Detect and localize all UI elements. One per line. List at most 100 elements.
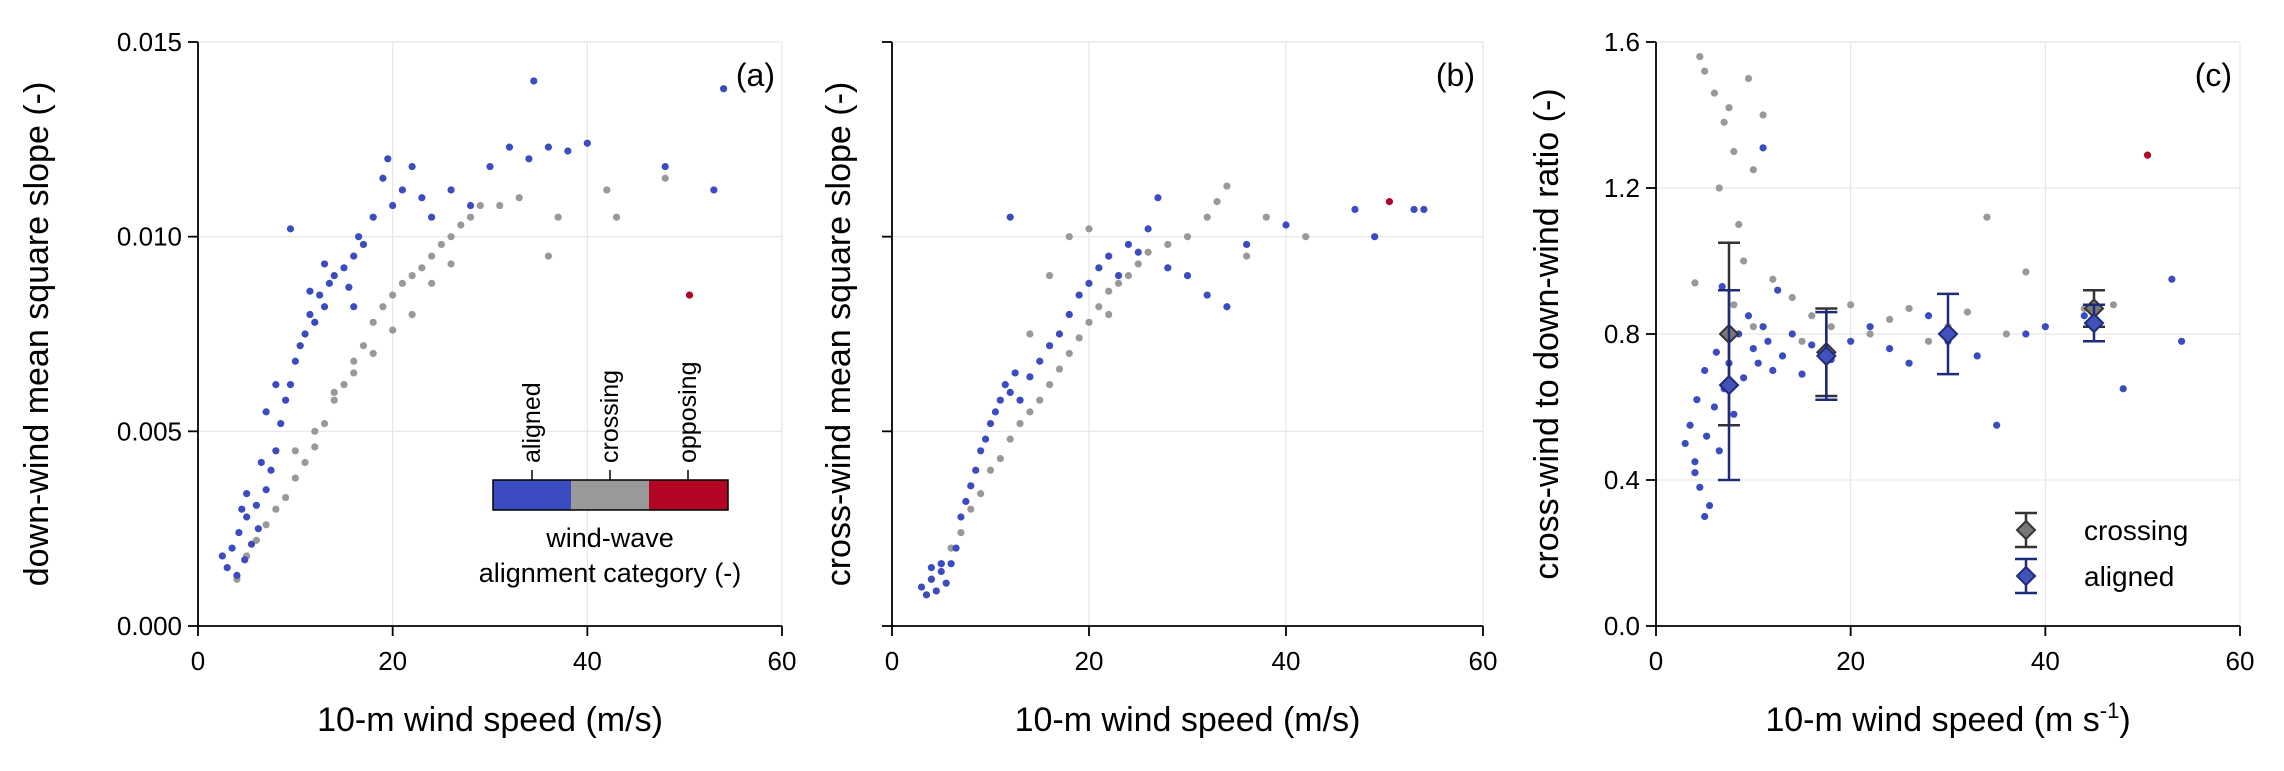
scatter-point-aligned — [1371, 233, 1379, 241]
panel-c: 0 20 40 60 0.0 0.4 0.8 1.2 1.6 10-m wind speed (m… — [1528, 27, 2254, 739]
scatter-point-crossing — [1715, 184, 1723, 192]
scatter-point-aligned — [1686, 421, 1694, 429]
x-axis-label: 10-m wind speed (m/s) — [1015, 701, 1361, 739]
scatter-point-aligned — [1223, 303, 1231, 311]
scatter-point-aligned — [1808, 341, 1816, 349]
scatter-point-aligned — [1740, 374, 1748, 382]
panel-label: (c) — [2195, 57, 2232, 93]
x-tick-label: 20 — [1075, 646, 1104, 676]
x-tick-label: 0 — [191, 646, 205, 676]
scatter-point-aligned — [530, 77, 538, 85]
y-tick-label: 1.6 — [1604, 27, 1640, 57]
scatter-point-crossing — [1006, 435, 1014, 443]
scatter-point-crossing — [1924, 337, 1933, 345]
scatter-point-aligned — [710, 186, 718, 194]
scatter-point-crossing — [1302, 233, 1310, 241]
scatter-point-crossing — [1144, 248, 1152, 256]
scatter-point-crossing — [1134, 260, 1142, 268]
scatter-point-aligned — [241, 556, 249, 564]
scatter-point-crossing — [1065, 233, 1073, 241]
scatter-point-aligned — [1691, 469, 1699, 477]
scatter-point-crossing — [1095, 303, 1103, 311]
scatter-point-crossing — [1026, 330, 1034, 338]
scatter-point-aligned — [311, 318, 319, 326]
scatter-point-crossing — [661, 174, 669, 182]
scatter-point-aligned — [1065, 310, 1073, 319]
scatter-point-crossing — [1085, 318, 1093, 326]
x-tick-label: 40 — [573, 646, 602, 676]
scatter-point-crossing — [320, 419, 329, 428]
scatter-point-aligned — [1203, 291, 1211, 299]
scatter-point-aligned — [1055, 330, 1064, 338]
scatter-point-aligned — [505, 143, 514, 151]
scatter-point-crossing — [1085, 225, 1093, 233]
scatter-point-aligned — [1016, 396, 1024, 404]
scatter-point-aligned — [937, 560, 945, 568]
scatter-point-aligned — [1681, 439, 1689, 448]
legend-label-crossing: crossing — [2084, 515, 2188, 546]
scatter-point-crossing — [1105, 287, 1113, 295]
x-axis-label: 10-m wind speed (m/s) — [317, 701, 663, 739]
scatter-point-aligned — [1749, 345, 1757, 353]
scatter-point-aligned — [1718, 282, 1726, 291]
scatter-point-aligned — [1924, 312, 1933, 320]
scatter-point-aligned — [661, 162, 669, 171]
scatter-point-aligned — [228, 544, 236, 552]
scatter-point-aligned — [262, 486, 270, 494]
scatter-point-crossing — [1905, 304, 1913, 313]
scatter-point-aligned — [1759, 323, 1767, 331]
scatter-point-crossing — [1749, 166, 1757, 174]
y-axis-label: cross-wind to down-wind ratio (-) — [1528, 88, 1566, 579]
scatter-point-aligned — [1798, 370, 1806, 378]
x-tick-label: 20 — [378, 646, 407, 676]
scatter-point-aligned — [1134, 248, 1142, 256]
scatter-point-aligned — [1886, 345, 1894, 353]
panel-a: 0 20 40 60 0.000 0.005 0.010 0.015 10-m wind spe… — [18, 27, 796, 739]
scatter-point-aligned — [2168, 275, 2176, 283]
scatter-point-aligned — [320, 260, 329, 268]
scatter-point-aligned — [355, 233, 363, 241]
scatter-point-aligned — [1114, 272, 1123, 280]
scatter-point-aligned — [972, 466, 980, 474]
y-tick-label: 0.8 — [1604, 319, 1640, 349]
scatter-point-crossing — [330, 388, 338, 396]
scatter-point-crossing — [1124, 272, 1132, 280]
scatter-point-crossing — [1026, 408, 1034, 416]
scatter-point-crossing — [1105, 310, 1113, 319]
scatter-point-crossing — [457, 221, 465, 229]
scatter-point-crossing — [350, 357, 358, 365]
scatter-point-aligned — [1774, 286, 1782, 294]
scatter-point-crossing — [1075, 334, 1083, 342]
scatter-point-aligned — [1144, 225, 1152, 233]
scatter-point-crossing — [967, 505, 975, 513]
y-tick-label: 0.4 — [1604, 465, 1640, 495]
scatter-point-aligned — [1026, 373, 1034, 381]
scatter-point-crossing — [1046, 381, 1054, 389]
scatter-point-aligned — [466, 201, 475, 210]
scatter-point-aligned — [1866, 323, 1874, 331]
scatter-point-aligned — [252, 501, 260, 509]
scatter-point-aligned — [1701, 512, 1709, 521]
scatter-point-aligned — [720, 85, 728, 93]
colorbar-tick-label-aligned: aligned — [518, 382, 546, 463]
x-axis-label: 10-m wind speed (m s-1) — [1765, 698, 2130, 739]
scatter-point-crossing — [1696, 53, 1704, 61]
scatter-point-crossing — [1740, 257, 1748, 265]
binned-marker-aligned — [1718, 374, 1740, 396]
scatter-point-aligned — [2041, 323, 2049, 331]
colorbar: aligned crossing opposing wind-wave alig… — [479, 362, 742, 588]
scatter-point-aligned — [1095, 264, 1103, 272]
scatter-point-aligned — [2022, 330, 2030, 338]
scatter-point-aligned — [486, 162, 494, 171]
scatter-point-crossing — [1223, 182, 1231, 190]
scatter-point-aligned — [986, 419, 995, 428]
scatter-point-crossing — [428, 279, 436, 287]
scatter-point-crossing — [311, 443, 319, 451]
scatter-point-crossing — [554, 213, 562, 221]
scatter-point-aligned — [927, 564, 936, 572]
scatter-point-crossing — [1759, 111, 1767, 119]
scatter-point-aligned — [272, 381, 280, 389]
scatter-point-aligned — [1693, 396, 1701, 404]
x-tick-label: 0 — [885, 646, 899, 676]
x-tick-label: 60 — [2226, 646, 2255, 676]
